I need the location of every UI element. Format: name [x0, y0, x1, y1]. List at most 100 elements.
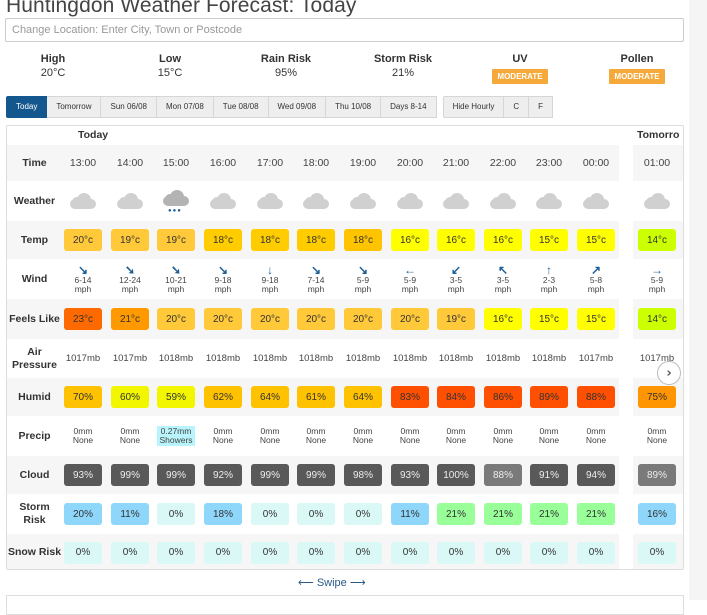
- cell-feels: 20°c: [203, 299, 243, 339]
- wind-speed: 3-5: [496, 274, 510, 285]
- cell-feels: 15°c: [576, 299, 616, 339]
- snow-value: 0%: [64, 541, 102, 564]
- cloud-icon: [209, 192, 237, 210]
- cell-snow: 0%: [436, 534, 476, 569]
- time-value: 22:00: [489, 157, 517, 169]
- precip-value: 0mm None: [71, 426, 95, 446]
- cell-time: 15:00: [156, 145, 196, 181]
- precip-type: None: [445, 435, 467, 445]
- summary-value: 21%: [391, 67, 415, 79]
- pressure-value: 1018mb: [438, 353, 474, 364]
- feels-value: 20°c: [297, 308, 335, 330]
- row-label-weather: Weather: [13, 194, 56, 207]
- cell-precip: 0mm None: [63, 416, 103, 456]
- snow-value: 0%: [157, 541, 195, 564]
- cell-snow: 0%: [296, 534, 336, 569]
- pressure-value: 1018mb: [345, 353, 381, 364]
- precip-amount: 0mm: [260, 426, 280, 436]
- wind-direction-arrow-icon: ↖: [497, 262, 509, 277]
- wind-speed: 6-14: [74, 274, 92, 285]
- cloud-icon: [396, 192, 424, 210]
- precip-type: None: [585, 435, 607, 445]
- tab-today[interactable]: Today: [6, 96, 48, 118]
- summary-storm-risk: Storm Risk 21%: [358, 52, 448, 80]
- cell-feels: 16°c: [483, 299, 523, 339]
- cell-humid: 88%: [576, 378, 616, 416]
- cell-snow: 0%: [343, 534, 383, 569]
- wind-speed: 9-18: [261, 274, 279, 285]
- cloud-value: 98%: [344, 464, 382, 486]
- cell-precip: 0mm None: [250, 416, 290, 456]
- chevron-right-icon: ›: [666, 365, 672, 381]
- time-value: 23:00: [535, 157, 563, 169]
- wind-speed: 12-24: [119, 274, 141, 285]
- tab-sun[interactable]: Sun 06/08: [101, 96, 157, 118]
- storm-value: 0%: [157, 503, 195, 525]
- summary-label: Storm Risk: [373, 53, 433, 65]
- hide-hourly-button[interactable]: Hide Hourly: [442, 96, 505, 118]
- row-label-wind: Wind: [21, 272, 48, 285]
- pressure-value: 1018mb: [531, 353, 567, 364]
- tab-days-8-14[interactable]: Days 8-14: [381, 96, 437, 118]
- pressure-value: 1018mb: [298, 353, 334, 364]
- summary-label: Pollen: [620, 53, 654, 65]
- precip-type: None: [352, 435, 374, 445]
- wind-direction-arrow-icon: ↘: [310, 262, 322, 277]
- tab-tomorrow[interactable]: Tomorrow: [47, 96, 102, 118]
- tab-thu[interactable]: Thu 10/08: [326, 96, 382, 118]
- cell-feels: 20°c: [296, 299, 336, 339]
- cell-storm: 11%: [390, 494, 430, 534]
- humid-value: 70%: [64, 386, 102, 408]
- celsius-button[interactable]: C: [504, 96, 530, 118]
- row-weather: Weather ●●●: [7, 181, 683, 221]
- summary-rain-risk: Rain Risk 95%: [241, 52, 331, 80]
- cell-temp: 20°c: [63, 221, 103, 259]
- wind-direction-arrow-icon: ↘: [77, 262, 89, 277]
- pressure-value: 1017mb: [578, 353, 614, 364]
- storm-value: 16%: [638, 503, 676, 525]
- time-value: 16:00: [209, 157, 237, 169]
- fahrenheit-button[interactable]: F: [529, 96, 554, 118]
- swipe-hint: ⟵ Swipe ⟶: [298, 577, 366, 589]
- cell-weather: [637, 181, 677, 221]
- storm-value: 21%: [530, 503, 568, 525]
- cell-cloud: 93%: [63, 456, 103, 494]
- page-scrollbar-gutter[interactable]: [689, 0, 707, 600]
- cell-feels: 20°c: [343, 299, 383, 339]
- tab-tue[interactable]: Tue 08/08: [213, 96, 269, 118]
- tab-mon[interactable]: Mon 07/08: [156, 96, 214, 118]
- temp-value: 18°c: [297, 229, 335, 251]
- cell-pressure: 1018mb: [203, 339, 243, 378]
- cell-storm: 16%: [637, 494, 677, 534]
- row-label-storm: Storm Risk: [19, 501, 50, 526]
- hourly-forecast-table[interactable]: Today Tomorro Time 13:00 14:00 15:00 16:00 17…: [6, 125, 684, 570]
- precip-value: 0mm None: [211, 426, 235, 446]
- time-value: 18:00: [302, 157, 330, 169]
- humid-value: 62%: [204, 386, 242, 408]
- location-search-input[interactable]: [5, 18, 684, 42]
- precip-value: 0mm None: [304, 426, 328, 446]
- cell-cloud: 100%: [436, 456, 476, 494]
- row-temp: Temp 20°c 19°c 19°c 18°c 18°c 18°c 18°c 16°c 16°c…: [7, 221, 683, 259]
- precip-amount: 0mm: [73, 426, 93, 436]
- snow-value: 0%: [204, 541, 242, 564]
- precip-value: 0mm None: [351, 426, 375, 446]
- tab-wed[interactable]: Wed 09/08: [268, 96, 327, 118]
- cell-pressure: 1018mb: [529, 339, 569, 378]
- wind-unit: mph: [648, 283, 666, 294]
- summary-high: High 20°C: [8, 52, 98, 80]
- cell-storm: 0%: [343, 494, 383, 534]
- humid-value: 60%: [111, 386, 149, 408]
- scroll-next-button[interactable]: ›: [657, 361, 681, 385]
- snow-value: 0%: [344, 541, 382, 564]
- feels-value: 23°c: [64, 308, 102, 330]
- cloud-value: 99%: [297, 464, 335, 486]
- summary-label: Rain Risk: [260, 53, 312, 65]
- cell-wind: ↘ 9-18 mph: [203, 259, 243, 299]
- precip-value: 0mm None: [258, 426, 282, 446]
- cloud-icon: [256, 192, 284, 210]
- row-label-time: Time: [22, 156, 47, 169]
- cell-time: 18:00: [296, 145, 336, 181]
- cell-humid: 59%: [156, 378, 196, 416]
- cell-pressure: 1018mb: [156, 339, 196, 378]
